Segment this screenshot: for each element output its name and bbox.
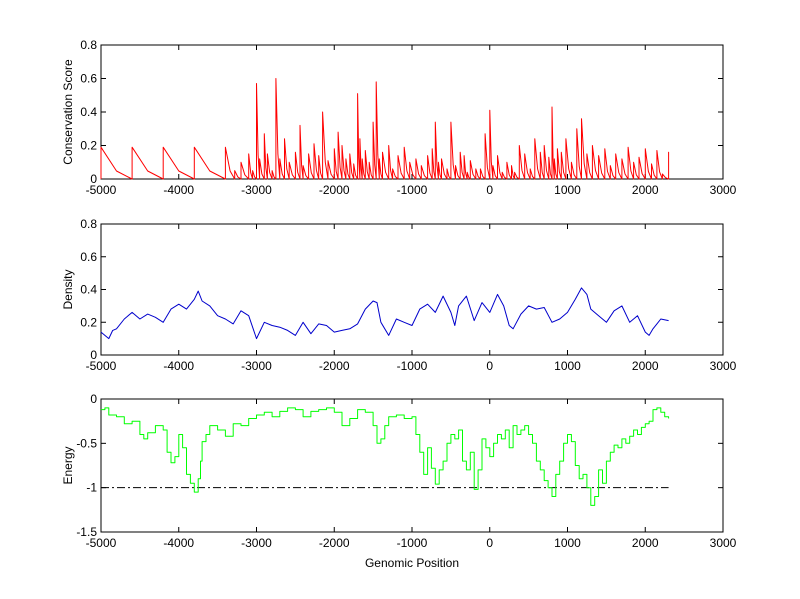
density-ytick-label: 0.4: [80, 283, 97, 297]
density-xtick-label: 2000: [632, 359, 659, 373]
density-xtick-label: -3000: [241, 359, 272, 373]
energy-xtick-label: -3000: [241, 536, 272, 550]
energy-xtick-label: -2000: [319, 536, 350, 550]
energy-ytick-label: -1.5: [76, 525, 97, 539]
conservation-xtick-label: 0: [486, 183, 493, 197]
density-ytick-label: 0.2: [80, 315, 97, 329]
conservation-ytick-label: 0.4: [80, 105, 97, 119]
density-xtick-label: 3000: [710, 359, 737, 373]
conservation-ytick-label: 0: [90, 172, 97, 186]
density-xtick-label: -2000: [319, 359, 350, 373]
energy-ytick-label: 0: [90, 392, 97, 406]
conservation-ytick-label: 0.6: [80, 72, 97, 86]
energy-xtick-label: 2000: [632, 536, 659, 550]
figure: -5000 -4000 -3000 -2000 -1000 0 1000 2000 300000…: [0, 0, 800, 599]
conservation-xtick-label: -4000: [163, 183, 194, 197]
conservation-xtick-label: -1000: [397, 183, 428, 197]
conservation-xtick-label: -3000: [241, 183, 272, 197]
energy-xtick-label: 3000: [710, 536, 737, 550]
energy-xtick-label: 0: [486, 536, 493, 550]
energy-ylabel: Energy: [61, 446, 75, 484]
density-axes-box: [101, 224, 723, 355]
density-xtick-label: 1000: [554, 359, 581, 373]
density-xtick-label: -4000: [163, 359, 194, 373]
conservation-xtick-label: 3000: [710, 183, 737, 197]
conservation-xtick-label: -2000: [319, 183, 350, 197]
conservation-xtick-label: 2000: [632, 183, 659, 197]
conservation-xtick-label: 1000: [554, 183, 581, 197]
energy-ytick-label: -0.5: [76, 436, 97, 450]
density-ylabel: Density: [61, 269, 75, 309]
density-ytick-label: 0.6: [80, 250, 97, 264]
energy-xtick-label: -1000: [397, 536, 428, 550]
energy-xlabel: Genomic Position: [365, 556, 459, 570]
conservation-ylabel: Conservation Score: [61, 59, 75, 165]
conservation-ytick-label: 0.8: [80, 38, 97, 52]
density-xtick-label: -1000: [397, 359, 428, 373]
energy-xtick-label: 1000: [554, 536, 581, 550]
energy-xtick-label: -4000: [163, 536, 194, 550]
density-ytick-label: 0.8: [80, 217, 97, 231]
density-xtick-label: 0: [486, 359, 493, 373]
energy-ytick-label: -1: [86, 481, 97, 495]
conservation-ytick-label: 0.2: [80, 139, 97, 153]
density-ytick-label: 0: [90, 348, 97, 362]
